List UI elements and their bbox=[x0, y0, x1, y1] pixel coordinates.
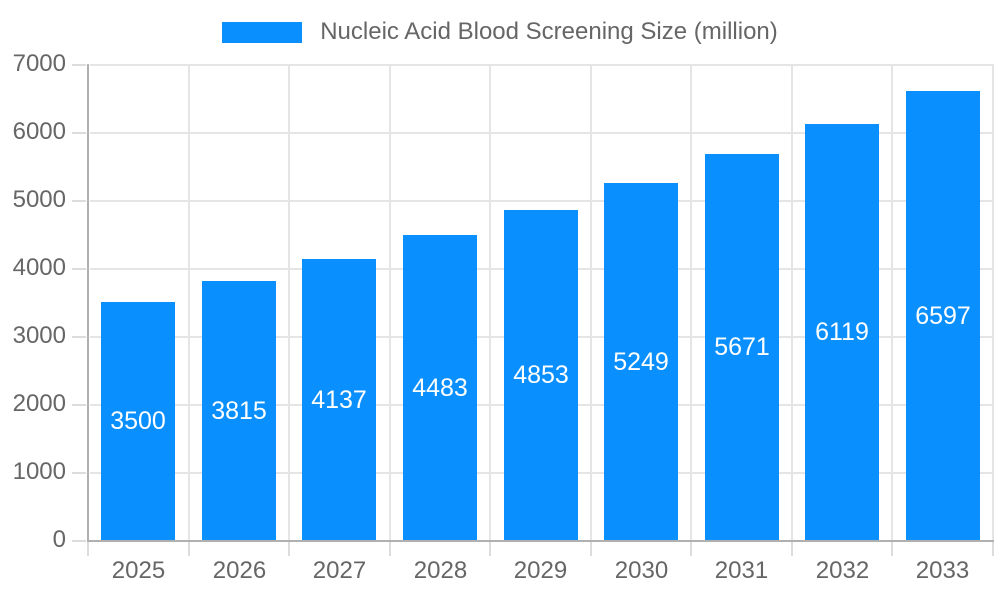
y-axis-label: 2000 bbox=[12, 390, 66, 417]
bar-value-label: 6597 bbox=[915, 302, 971, 330]
y-axis-tick bbox=[72, 472, 86, 474]
gridline-vertical bbox=[288, 64, 290, 540]
x-axis-tick bbox=[690, 542, 692, 556]
y-axis-tick bbox=[72, 200, 86, 202]
gridline-horizontal bbox=[90, 200, 993, 202]
bar-value-label: 6119 bbox=[815, 318, 869, 346]
bar-2029 bbox=[504, 210, 578, 540]
bar-2030 bbox=[604, 183, 678, 540]
y-axis-line bbox=[87, 64, 89, 542]
y-axis-label: 5000 bbox=[12, 186, 66, 213]
x-axis-label-2030: 2030 bbox=[614, 557, 669, 584]
x-axis-tick bbox=[188, 542, 190, 556]
x-axis-tick bbox=[288, 542, 290, 556]
gridline-vertical bbox=[489, 64, 491, 540]
gridline-vertical bbox=[891, 64, 893, 540]
y-axis-label: 0 bbox=[52, 526, 66, 553]
bar-value-label: 3815 bbox=[211, 397, 267, 425]
bar-value-label: 5671 bbox=[714, 333, 770, 361]
bar-2032 bbox=[805, 124, 879, 540]
bar-2025 bbox=[101, 302, 175, 540]
bar-2033 bbox=[906, 91, 980, 540]
y-axis-tick bbox=[72, 404, 86, 406]
gridline-vertical bbox=[992, 64, 994, 540]
y-axis-tick bbox=[72, 268, 86, 270]
y-axis-label: 1000 bbox=[12, 458, 66, 485]
x-axis-label-2025: 2025 bbox=[111, 557, 166, 584]
bar-value-label: 3500 bbox=[110, 407, 166, 435]
x-axis-tick bbox=[389, 542, 391, 556]
x-axis-tick bbox=[791, 542, 793, 556]
bar-value-label: 4483 bbox=[412, 374, 468, 402]
x-axis-tick bbox=[87, 542, 89, 556]
bar-value-label: 5249 bbox=[613, 348, 669, 376]
bar-2028 bbox=[403, 235, 477, 540]
gridline-vertical bbox=[188, 64, 190, 540]
bar-2026 bbox=[202, 281, 276, 540]
legend-swatch-icon bbox=[222, 21, 303, 43]
gridline-vertical bbox=[590, 64, 592, 540]
x-axis-label-2026: 2026 bbox=[212, 557, 267, 584]
x-axis-label-2032: 2032 bbox=[815, 557, 870, 584]
y-axis-label: 3000 bbox=[12, 322, 66, 349]
gridline-horizontal bbox=[90, 64, 993, 66]
bar-2031 bbox=[705, 154, 779, 540]
bar-2027 bbox=[302, 259, 376, 540]
gridline-vertical bbox=[690, 64, 692, 540]
y-axis-tick bbox=[72, 132, 86, 134]
x-axis-tick bbox=[891, 542, 893, 556]
y-axis-label: 7000 bbox=[12, 50, 66, 77]
x-axis-label-2028: 2028 bbox=[413, 557, 468, 584]
chart-legend[interactable]: Nucleic Acid Blood Screening Size (milli… bbox=[0, 18, 1000, 46]
x-axis-line bbox=[87, 540, 994, 542]
gridline-vertical bbox=[389, 64, 391, 540]
y-axis-tick bbox=[72, 540, 86, 542]
y-axis-tick bbox=[72, 336, 86, 338]
y-axis-label: 6000 bbox=[12, 118, 66, 145]
y-axis-label: 4000 bbox=[12, 254, 66, 281]
x-axis-tick bbox=[489, 542, 491, 556]
x-axis-label-2029: 2029 bbox=[513, 557, 568, 584]
gridline-vertical bbox=[791, 64, 793, 540]
gridline-horizontal bbox=[90, 132, 993, 134]
x-axis-tick bbox=[992, 542, 994, 556]
legend-label: Nucleic Acid Blood Screening Size (milli… bbox=[320, 18, 778, 45]
x-axis-tick bbox=[590, 542, 592, 556]
x-axis-label-2033: 2033 bbox=[915, 557, 970, 584]
bar-value-label: 4137 bbox=[311, 386, 367, 414]
x-axis-label-2031: 2031 bbox=[714, 557, 769, 584]
y-axis-tick bbox=[72, 64, 86, 66]
bar-value-label: 4853 bbox=[513, 361, 569, 389]
x-axis-label-2027: 2027 bbox=[312, 557, 367, 584]
